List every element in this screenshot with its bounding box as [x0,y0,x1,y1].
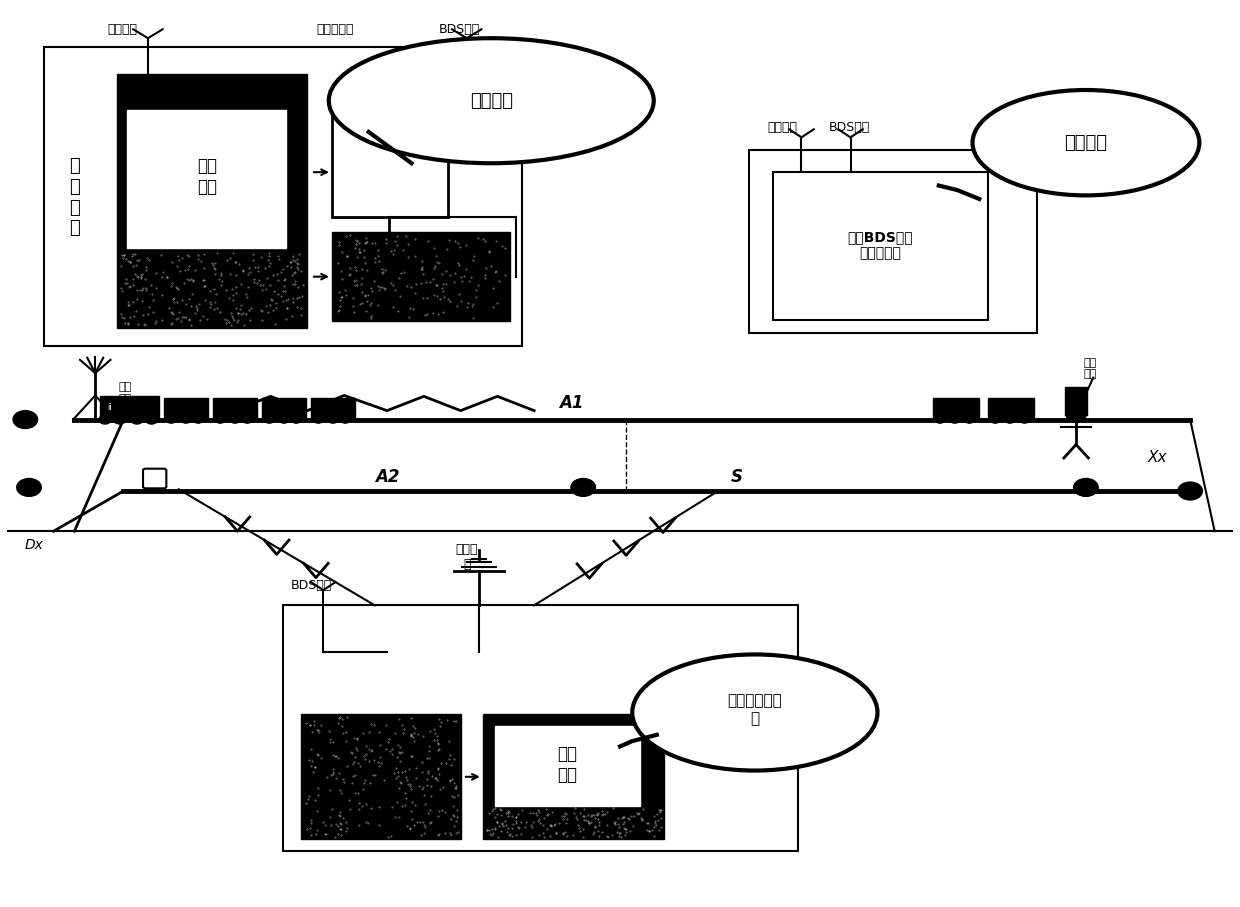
Text: 车载天线: 车载天线 [108,23,138,35]
Circle shape [1004,416,1014,424]
Circle shape [279,416,289,424]
Circle shape [329,416,339,424]
FancyBboxPatch shape [262,398,306,420]
Circle shape [991,416,1001,424]
Circle shape [291,416,301,424]
Text: ii: ii [108,403,113,412]
Text: 地面信号楼设
备: 地面信号楼设 备 [728,694,782,726]
FancyBboxPatch shape [1065,386,1087,415]
Circle shape [341,416,350,424]
Text: BDS天线: BDS天线 [439,23,480,35]
Circle shape [216,416,226,424]
FancyBboxPatch shape [932,398,980,420]
Circle shape [242,416,252,424]
Text: A2: A2 [374,468,399,486]
Circle shape [114,415,126,424]
Circle shape [1074,479,1099,496]
Text: S: S [730,468,743,486]
FancyBboxPatch shape [128,110,286,249]
Circle shape [1178,483,1203,500]
Circle shape [1066,408,1086,423]
FancyBboxPatch shape [301,715,460,839]
Text: 地面天
线: 地面天 线 [455,543,477,571]
Text: BDS天线: BDS天线 [828,121,869,133]
Text: Dx: Dx [25,539,43,552]
Circle shape [950,416,960,424]
Circle shape [181,416,191,424]
Ellipse shape [329,38,653,163]
FancyBboxPatch shape [495,726,640,806]
Text: 车
载
设
备: 车 载 设 备 [69,157,79,238]
FancyBboxPatch shape [164,398,208,420]
Circle shape [314,416,324,424]
FancyBboxPatch shape [118,74,308,328]
FancyBboxPatch shape [332,232,510,321]
FancyBboxPatch shape [482,715,665,839]
FancyBboxPatch shape [988,398,1034,420]
Text: 车载
设备: 车载 设备 [119,382,131,404]
Circle shape [965,416,975,424]
Text: 司机显示屏: 司机显示屏 [316,23,353,35]
Circle shape [145,415,157,424]
Circle shape [1019,416,1029,424]
Text: A1: A1 [559,395,583,413]
FancyBboxPatch shape [100,396,159,420]
Circle shape [17,479,41,496]
Text: 手持
设备: 手持 设备 [1084,357,1096,379]
Circle shape [570,479,595,496]
Circle shape [14,411,37,428]
Circle shape [264,416,274,424]
FancyBboxPatch shape [213,398,257,420]
Text: 数传
电台: 数传 电台 [557,745,578,784]
Circle shape [130,415,143,424]
Text: 数传
电台: 数传 电台 [197,157,217,196]
Circle shape [231,416,239,424]
FancyBboxPatch shape [311,398,355,420]
Text: 车载BDS和无
线通信单元: 车载BDS和无 线通信单元 [847,230,913,260]
Ellipse shape [972,90,1199,195]
Text: 车载设备: 车载设备 [470,92,513,110]
Text: Xx: Xx [1147,451,1167,465]
Text: 手持终端: 手持终端 [1064,133,1107,151]
Circle shape [99,415,112,424]
Ellipse shape [632,655,878,771]
Circle shape [166,416,176,424]
Circle shape [935,416,945,424]
Circle shape [193,416,203,424]
Text: BDS天线: BDS天线 [290,579,331,592]
Text: 通信天线: 通信天线 [768,121,797,133]
